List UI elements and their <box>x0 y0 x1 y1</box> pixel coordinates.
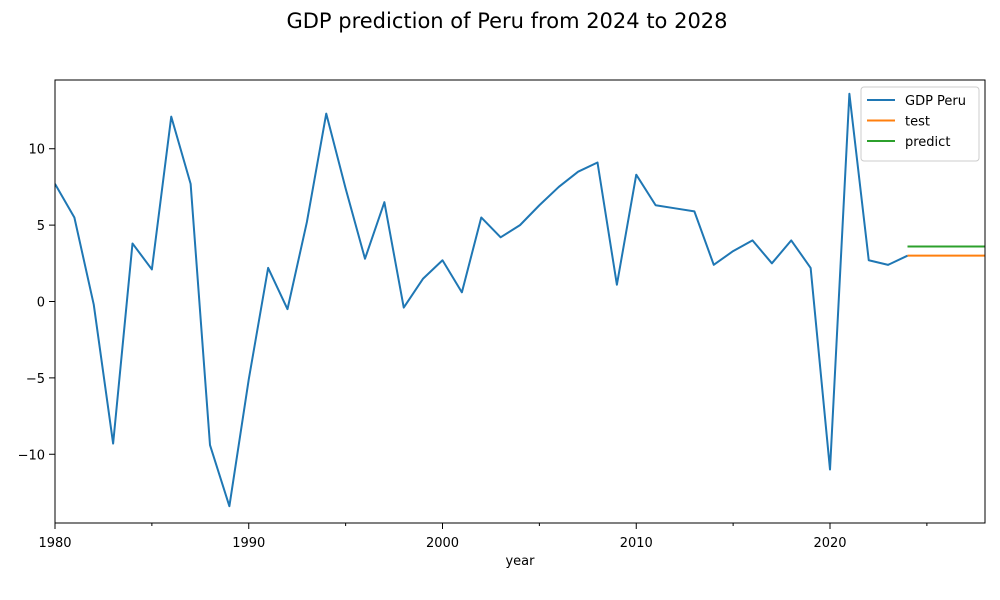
x-tick-label: 1990 <box>232 536 265 551</box>
y-axis: −10 −5 0 5 10 <box>18 143 55 463</box>
legend-box <box>860 86 980 162</box>
y-tick-label: 5 <box>37 219 45 234</box>
y-tick-label: 0 <box>37 296 45 311</box>
y-tick-label: 10 <box>28 143 45 158</box>
chart-title: GDP prediction of Peru from 2024 to 2028 <box>286 9 727 33</box>
x-tick-label: 2020 <box>813 536 846 551</box>
legend: GDP Peru test predict <box>860 86 980 162</box>
x-axis: 1980 1990 2000 2010 2020 <box>38 523 928 551</box>
series-line-gdp-peru <box>55 92 908 508</box>
x-tick-label: 1980 <box>38 536 71 551</box>
x-axis-label: year <box>505 554 535 569</box>
legend-label: GDP Peru <box>905 94 966 109</box>
legend-label: test <box>905 115 930 130</box>
y-tick-label: −10 <box>18 448 45 463</box>
y-tick-label: −5 <box>26 372 45 387</box>
plot-area <box>55 92 985 508</box>
x-tick-label: 2010 <box>620 536 653 551</box>
plot-frame <box>54 79 986 524</box>
legend-label: predict <box>905 135 950 150</box>
x-tick-label: 2000 <box>426 536 459 551</box>
